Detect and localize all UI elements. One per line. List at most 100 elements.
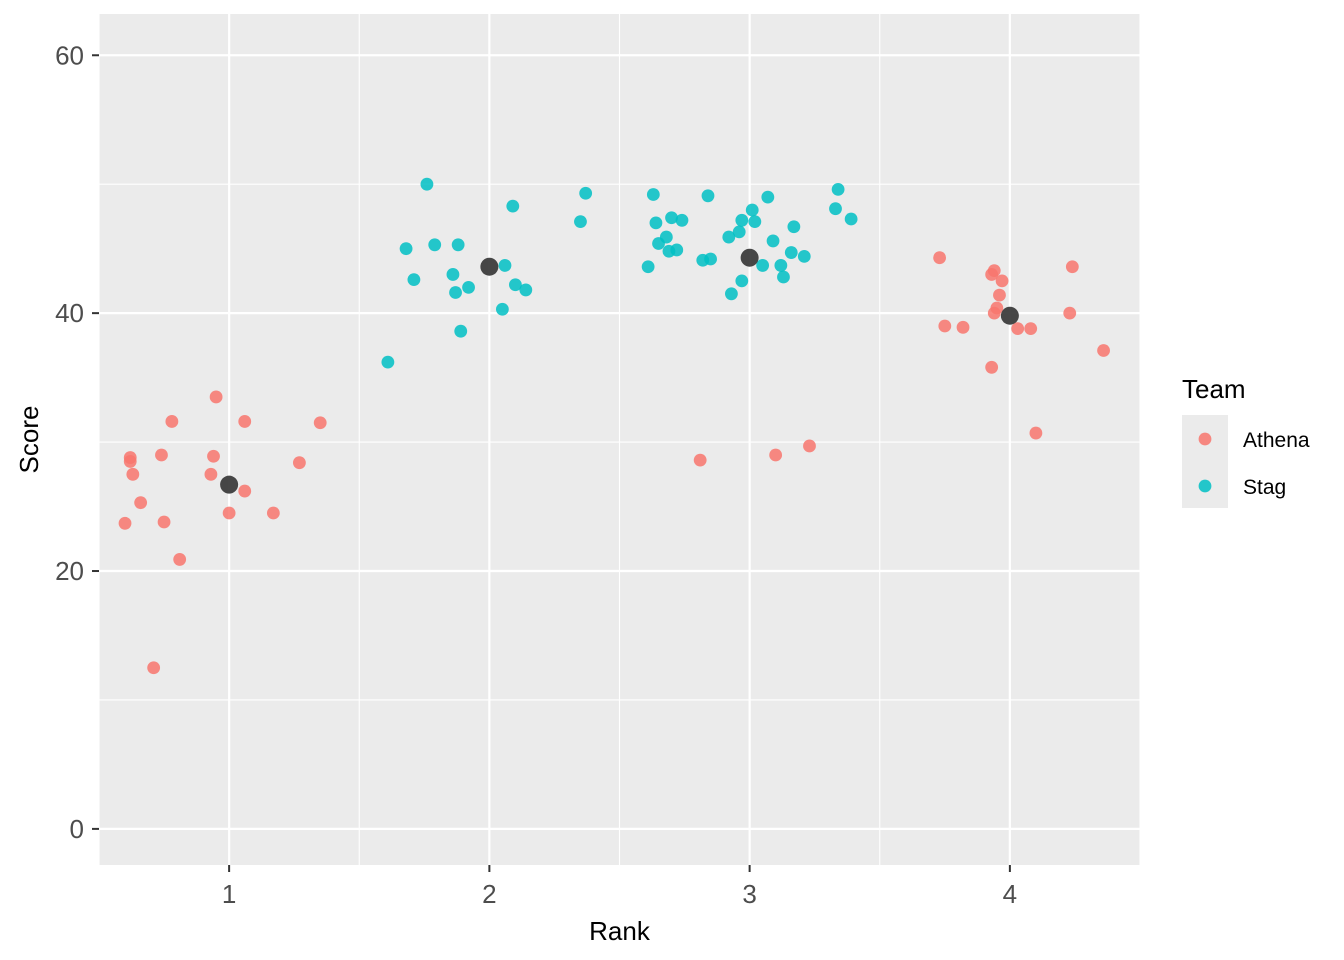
data-point-stag — [722, 230, 736, 244]
data-point-stag — [787, 220, 801, 234]
data-point-athena — [238, 415, 252, 428]
data-point-stag — [732, 225, 746, 239]
data-point-athena — [1097, 344, 1110, 357]
legend-key-stag — [1198, 479, 1212, 493]
data-point-stag — [725, 287, 738, 301]
data-point-athena — [938, 319, 952, 333]
y-tick-labels: 0 20 40 60 — [55, 40, 84, 844]
data-point-athena — [173, 553, 187, 566]
data-point-athena — [292, 456, 306, 470]
data-point-stag — [519, 283, 533, 297]
data-point-athena — [207, 449, 220, 463]
data-point-athena — [803, 439, 816, 453]
grid-minor-lines — [98, 14, 1141, 865]
data-point-athena — [933, 251, 947, 265]
data-point-athena — [956, 320, 970, 334]
data-point-stag — [829, 202, 842, 216]
data-point-athena — [266, 506, 280, 520]
data-point-athena — [1063, 306, 1077, 320]
legend-label-athena: Athena — [1243, 429, 1310, 452]
legend-title: Team — [1182, 374, 1246, 404]
legend-items: Athena Stag — [1182, 415, 1310, 508]
data-point-athena — [1065, 260, 1079, 274]
data-point-stag — [381, 355, 395, 369]
data-point-stag — [784, 246, 798, 259]
mean-point — [740, 248, 759, 267]
data-point-athena — [985, 360, 999, 374]
data-point-stag — [509, 278, 522, 292]
data-point-athena — [118, 516, 132, 530]
data-point-athena — [126, 467, 140, 481]
data-point-stag — [462, 280, 475, 294]
x-tick-label: 4 — [1003, 879, 1017, 909]
y-tick-label: 60 — [55, 40, 84, 70]
data-point-athena — [1029, 426, 1043, 440]
legend-label-stag: Stag — [1243, 476, 1286, 499]
data-point-stag — [735, 274, 749, 288]
data-point-stag — [761, 190, 775, 204]
data-point-athena — [987, 264, 1001, 277]
data-point-athena — [157, 515, 171, 529]
data-point-stag — [670, 243, 684, 257]
data-point-stag — [506, 199, 520, 213]
mean-point — [220, 475, 239, 494]
data-point-athena — [769, 448, 783, 462]
data-point-stag — [574, 215, 587, 228]
data-point-athena — [990, 301, 1004, 315]
data-point-stag — [579, 186, 593, 200]
data-point-stag — [407, 273, 421, 287]
axis-ticks — [92, 54, 1011, 872]
data-point-stag — [777, 270, 790, 284]
data-point-stag — [766, 234, 780, 248]
data-point-stag — [446, 268, 460, 281]
y-tick-label: 40 — [55, 298, 84, 328]
data-point-stag — [641, 260, 655, 274]
data-point-athena — [204, 467, 218, 481]
data-point-stag — [665, 211, 678, 225]
data-point-stag — [745, 203, 759, 217]
data-point-athena — [155, 448, 168, 462]
data-point-athena — [1011, 322, 1025, 336]
x-tick-label: 3 — [742, 879, 756, 909]
data-point-stag — [675, 213, 689, 227]
data-point-stag — [420, 177, 434, 191]
data-point-stag — [449, 286, 462, 299]
data-point-stag — [646, 188, 660, 201]
data-point-stag — [748, 215, 762, 228]
data-point-stag — [797, 250, 811, 263]
data-point-stag — [428, 238, 442, 252]
data-point-stag — [498, 259, 512, 272]
legend-key-background — [1182, 415, 1228, 508]
data-point-stag — [701, 189, 715, 203]
x-axis-title: Rank — [589, 916, 651, 946]
data-point-stag — [774, 259, 788, 272]
legend: Team Athena Stag — [1182, 374, 1310, 508]
mean-point — [1000, 306, 1019, 325]
mean-points — [220, 248, 1019, 494]
data-point-athena — [693, 453, 707, 467]
data-point-athena — [222, 506, 236, 520]
grid-major-lines — [99, 14, 1140, 865]
data-point-athena — [1024, 322, 1038, 336]
data-point-athena — [165, 415, 179, 428]
mean-point — [480, 257, 499, 276]
data-point-stag — [831, 182, 845, 196]
x-tick-label: 1 — [222, 879, 236, 909]
data-point-stag — [659, 230, 673, 244]
data-point-athena — [238, 484, 252, 498]
data-point-athena — [313, 416, 327, 430]
data-point-athena — [993, 288, 1006, 302]
data-point-stag — [756, 259, 770, 272]
data-points — [118, 177, 1110, 675]
data-point-stag — [844, 212, 858, 226]
x-tick-labels: 1 2 3 4 — [222, 879, 1017, 909]
data-point-stag — [399, 242, 413, 256]
x-tick-label: 2 — [482, 879, 496, 909]
data-point-athena — [123, 451, 137, 464]
data-point-athena — [995, 274, 1009, 288]
data-point-stag — [735, 213, 749, 227]
y-axis-title: Score — [14, 406, 44, 474]
data-point-stag — [649, 216, 663, 230]
data-point-athena — [209, 390, 223, 404]
